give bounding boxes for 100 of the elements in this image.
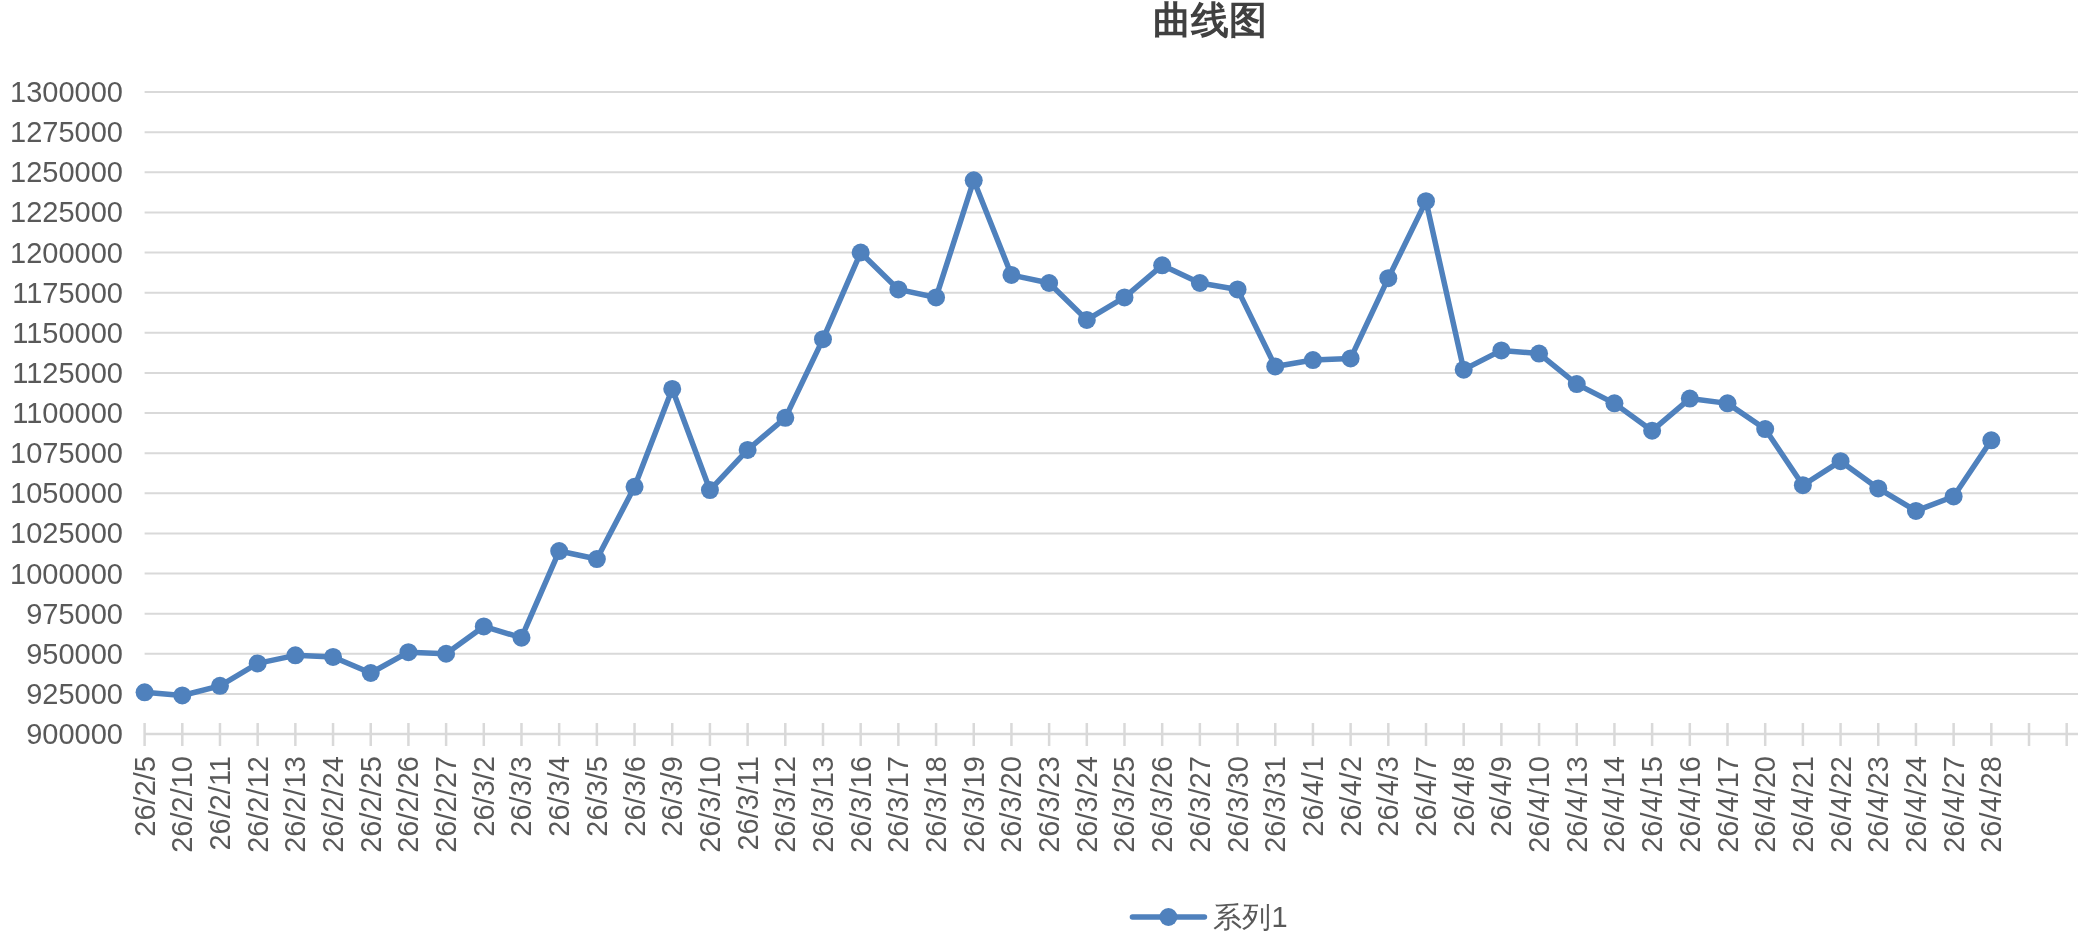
x-tick-label: 26/3/6: [618, 756, 651, 837]
x-tick-label: 26/3/23: [1033, 756, 1066, 853]
point: [1040, 274, 1059, 292]
x-tick-label: 26/3/5: [580, 756, 613, 837]
y-tick-label: 1175000: [12, 276, 123, 309]
x-tick-label: 26/3/20: [995, 756, 1028, 853]
point: [1567, 375, 1586, 394]
point: [1077, 310, 1096, 329]
x-tick-label: 26/3/10: [693, 756, 726, 853]
y-tick-label: 925000: [26, 677, 123, 710]
y-tick-label: 1050000: [10, 477, 123, 510]
point: [437, 644, 456, 663]
point: [964, 171, 983, 190]
point: [1680, 389, 1699, 408]
point: [1228, 280, 1247, 299]
x-tick-label: 26/3/31: [1259, 756, 1292, 853]
x-tick-label: 26/4/8: [1447, 756, 1480, 837]
point: [1190, 274, 1209, 292]
x-tick-label: 26/4/17: [1711, 756, 1744, 853]
y-tick-label: 975000: [26, 597, 123, 630]
y-tick-label: 1100000: [12, 397, 123, 429]
x-tick-label: 26/3/13: [806, 756, 839, 853]
point: [1379, 269, 1398, 288]
point: [1303, 351, 1322, 370]
y-tick-label: 1150000: [12, 316, 123, 349]
x-tick-label: 26/2/13: [279, 756, 312, 853]
x-tick-label: 26/3/26: [1146, 756, 1179, 853]
point: [700, 481, 719, 500]
point: [210, 676, 229, 695]
point: [173, 686, 192, 705]
point: [851, 243, 870, 262]
chart-title: 曲线图: [1153, 0, 1267, 41]
x-tick-label: 26/4/2: [1334, 756, 1367, 837]
y-tick-label: 1300000: [10, 76, 123, 108]
point: [1906, 501, 1925, 520]
point: [1341, 349, 1360, 368]
y-tick-label: 1125000: [12, 356, 123, 389]
x-tick-label: 26/2/27: [430, 756, 463, 853]
x-tick-label: 26/2/10: [166, 756, 199, 853]
point: [248, 654, 267, 673]
x-tick-label: 26/2/24: [317, 756, 350, 853]
point: [324, 647, 343, 666]
x-tick-label: 26/4/9: [1485, 756, 1518, 837]
x-tick-label: 26/2/25: [354, 756, 387, 853]
point: [1002, 265, 1021, 284]
point: [1115, 288, 1134, 307]
y-tick-label: 1000000: [10, 557, 123, 590]
point: [474, 617, 493, 636]
point: [663, 379, 682, 398]
x-tick-label: 26/3/16: [844, 756, 877, 853]
x-tick-label: 26/4/27: [1937, 756, 1970, 853]
point: [1530, 344, 1549, 363]
y-tick-label: 950000: [26, 637, 123, 670]
x-tick-label: 26/4/15: [1636, 756, 1669, 853]
point: [1944, 487, 1963, 506]
point: [361, 664, 380, 683]
point: [512, 628, 531, 647]
y-tick-label: 1075000: [10, 437, 123, 470]
point: [587, 550, 606, 569]
point: [1643, 421, 1662, 440]
point: [1417, 192, 1435, 211]
x-tick-label: 26/4/14: [1598, 756, 1631, 853]
x-tick-label: 26/3/3: [505, 756, 538, 837]
x-tick-label: 26/3/19: [957, 756, 990, 853]
x-tick-label: 26/3/18: [920, 756, 953, 853]
point: [1982, 431, 2001, 450]
point: [813, 330, 832, 349]
x-tick-label: 26/4/3: [1372, 756, 1405, 837]
point: [776, 408, 795, 427]
x-tick-label: 26/4/16: [1673, 756, 1706, 853]
x-tick-label: 26/3/4: [543, 756, 576, 837]
x-tick-label: 26/4/20: [1749, 756, 1782, 853]
x-tick-label: 26/3/17: [882, 756, 915, 853]
y-tick-label: 900000: [26, 718, 123, 750]
x-tick-label: 26/2/11: [203, 756, 236, 851]
point: [738, 440, 757, 459]
x-tick-label: 26/2/12: [241, 756, 274, 853]
x-tick-label: 26/3/11: [731, 756, 764, 851]
x-tick-label: 26/4/28: [1975, 756, 2008, 853]
legend-label: 系列1: [1213, 901, 1288, 933]
x-tick-label: 26/4/1: [1296, 756, 1329, 837]
x-tick-label: 26/4/23: [1862, 756, 1895, 853]
point: [1869, 479, 1888, 498]
point: [1756, 420, 1775, 439]
point: [927, 288, 946, 307]
point: [1831, 452, 1850, 471]
x-tick-label: 26/3/25: [1108, 756, 1141, 853]
y-tick-label: 1200000: [10, 236, 123, 269]
point: [1266, 357, 1285, 376]
point: [1605, 394, 1624, 413]
point: [1492, 341, 1511, 360]
x-tick-label: 26/3/12: [769, 756, 802, 853]
x-tick-label: 26/3/30: [1221, 756, 1254, 853]
point: [286, 646, 305, 665]
y-tick-label: 1225000: [10, 196, 123, 229]
point: [1793, 476, 1812, 495]
point: [135, 683, 154, 702]
point: [889, 280, 908, 299]
point: [1718, 394, 1737, 413]
point: [1454, 360, 1473, 379]
